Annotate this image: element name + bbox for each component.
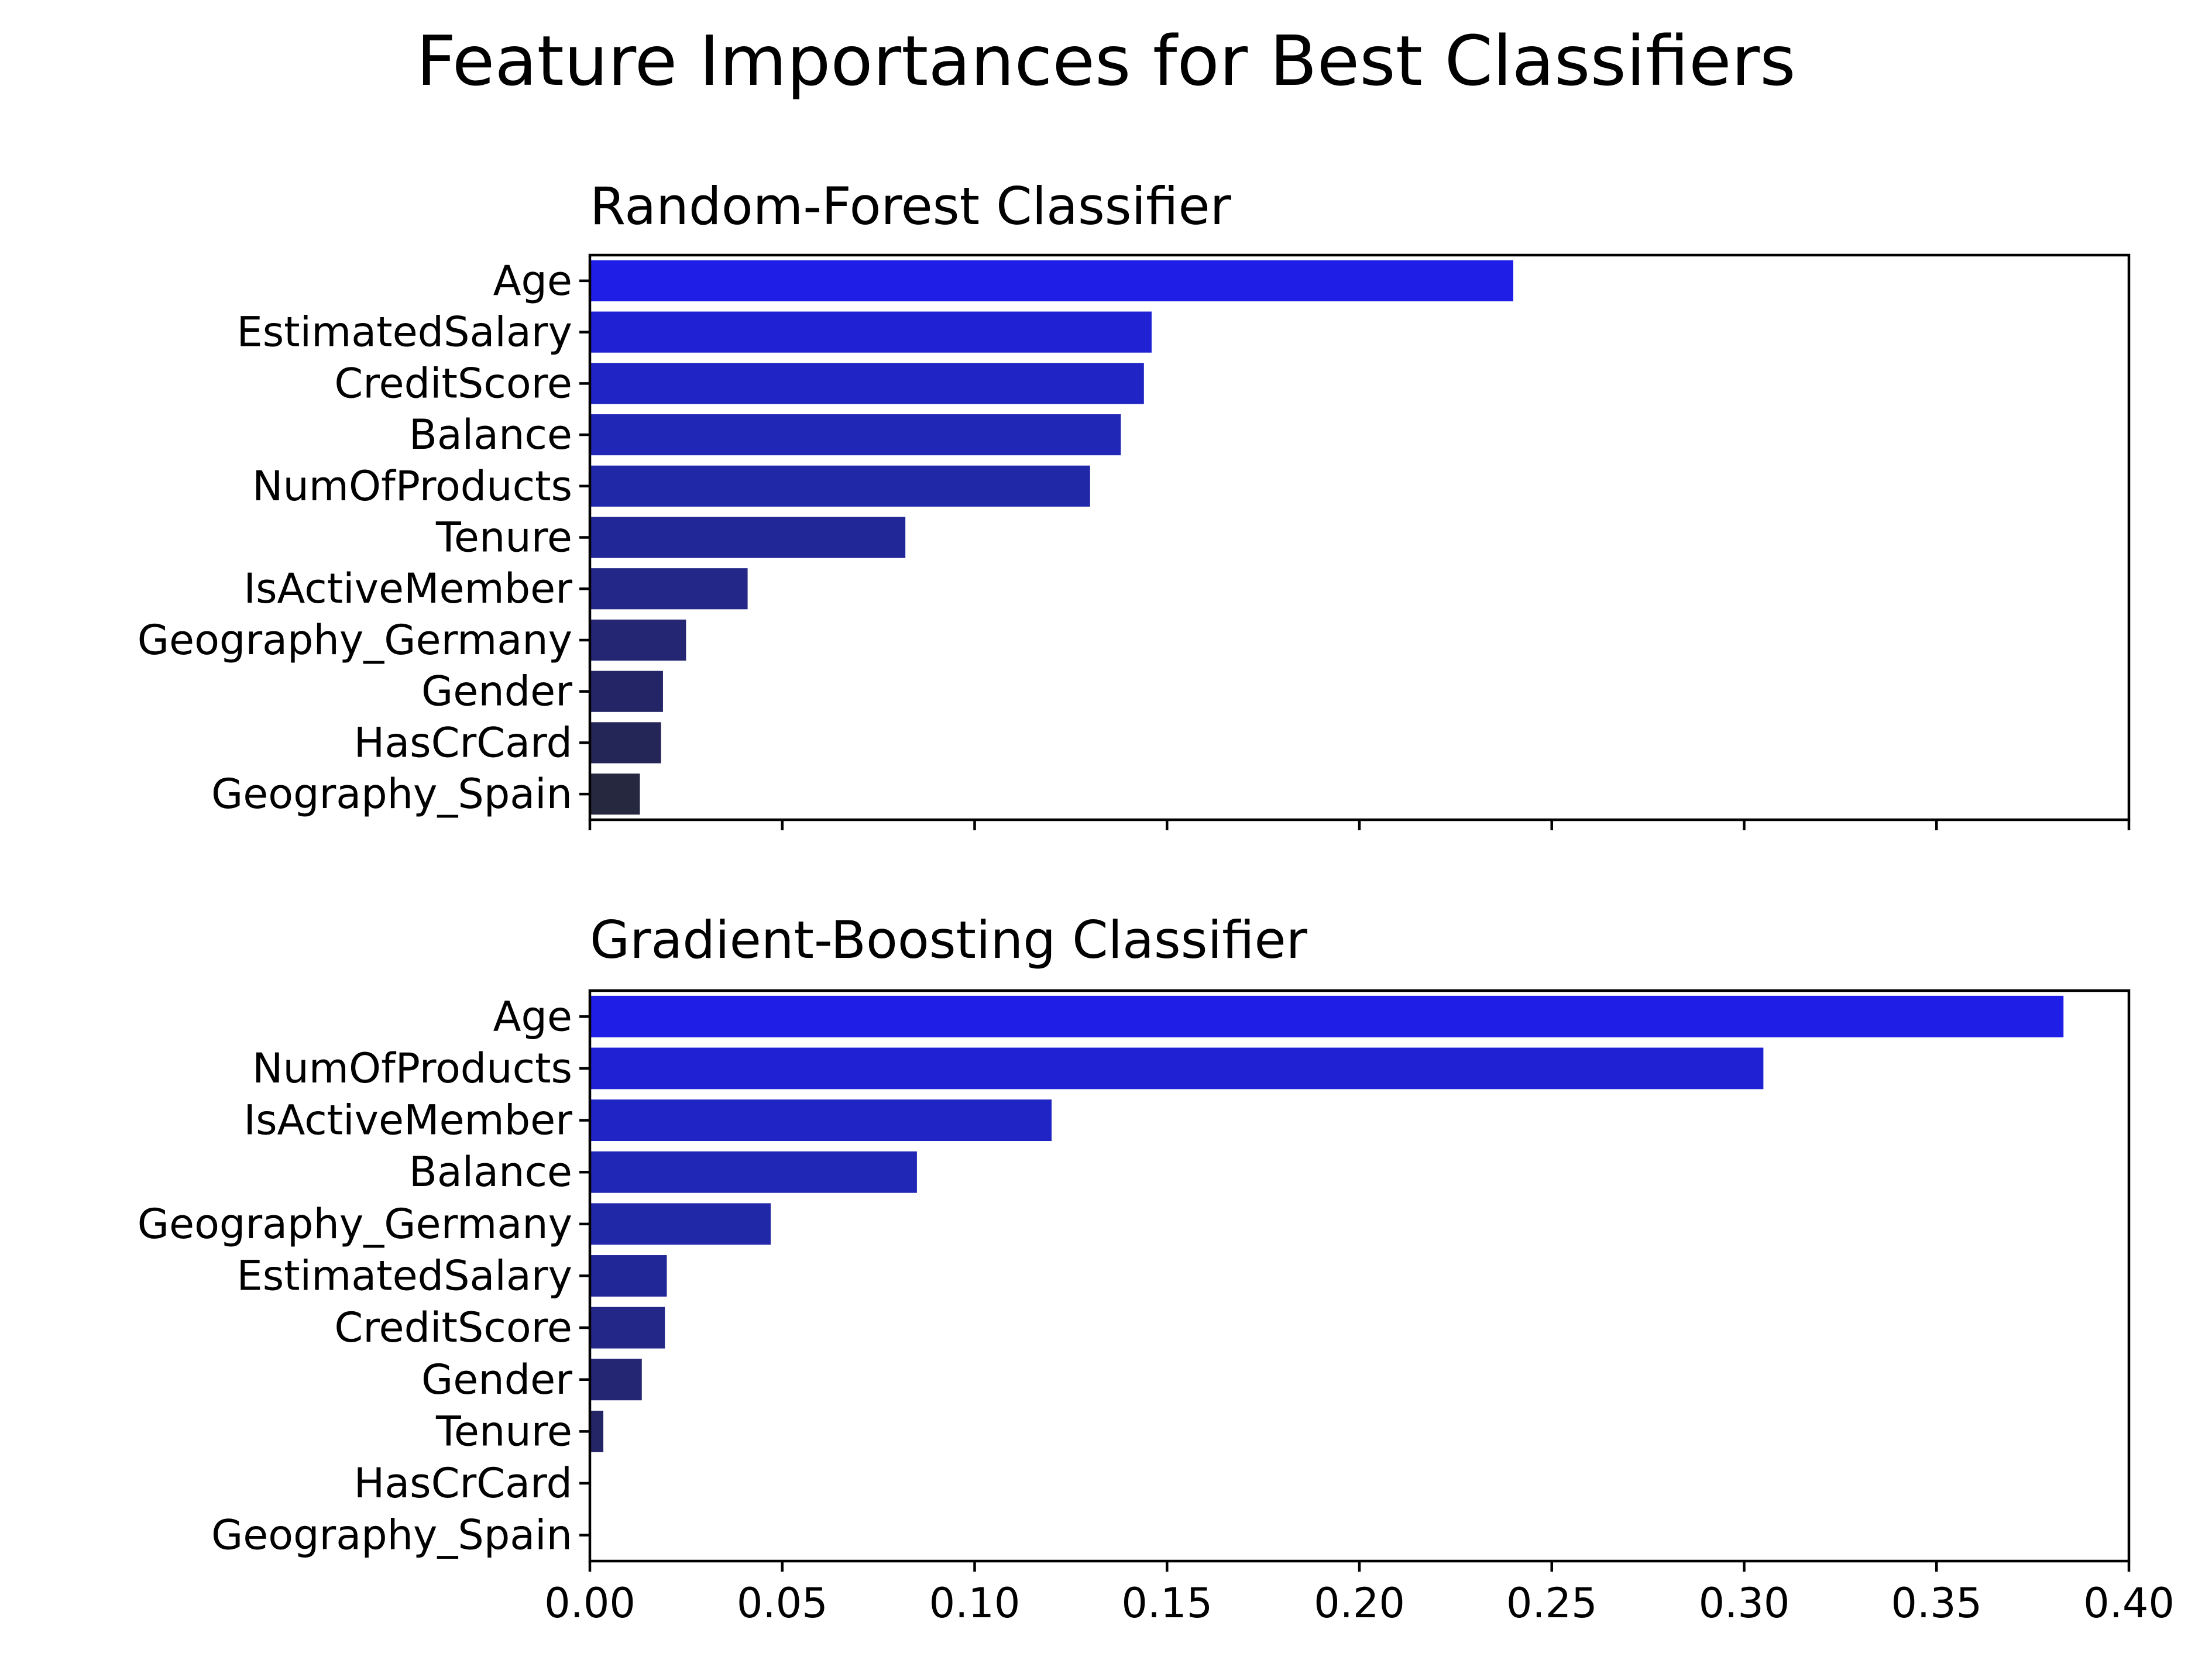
- y-tick-label: Geography_Spain: [211, 770, 572, 818]
- random-forest-panel: Random-Forest Classifier AgeEstimatedSala…: [138, 176, 2131, 830]
- bar-geography-spain: [590, 774, 640, 815]
- panel-title: Random-Forest Classifier: [590, 176, 1232, 236]
- axes-frame: [588, 253, 2131, 822]
- x-tick-label: 0.35: [1891, 1579, 1982, 1627]
- bar-estimatedsalary: [590, 311, 1152, 353]
- bar-creditscore: [590, 363, 1144, 404]
- bar-numofproducts: [590, 1047, 1764, 1089]
- y-tick-label: Balance: [409, 411, 572, 459]
- bar-balance: [590, 414, 1121, 456]
- y-tick-label: NumOfProducts: [252, 462, 572, 510]
- x-tick-label: 0.00: [544, 1579, 636, 1627]
- bar-hascrcard: [590, 722, 661, 764]
- bar-geography-germany: [590, 1203, 771, 1245]
- y-tick-label: Geography_Germany: [138, 616, 572, 664]
- y-tick-label: NumOfProducts: [252, 1044, 572, 1092]
- y-tick-label: IsActiveMember: [243, 1097, 572, 1144]
- gradient-boosting-panel: Gradient-Boosting Classifier AgeNumOfProd…: [138, 910, 2175, 1627]
- bar-age: [590, 995, 2064, 1037]
- axes-frame: [588, 989, 2131, 1563]
- y-tick-label: HasCrCard: [354, 719, 572, 767]
- bar-estimatedsalary: [590, 1255, 667, 1297]
- y-tick-label: Balance: [409, 1148, 572, 1196]
- y-tick-label: Geography_Spain: [211, 1511, 572, 1559]
- y-tick-label: CreditScore: [334, 359, 572, 407]
- y-tick-label: Gender: [421, 668, 572, 716]
- bar-tenure: [590, 517, 906, 558]
- bar-gender: [590, 671, 663, 712]
- y-tick-label: Age: [493, 257, 572, 305]
- bar-age: [590, 260, 1513, 301]
- figure-suptitle: Feature Importances for Best Classifiers: [416, 20, 1795, 101]
- y-tick-label: Tenure: [435, 514, 572, 562]
- bar-tenure: [590, 1410, 604, 1452]
- bar-gender: [590, 1359, 642, 1401]
- y-tick-label: HasCrCard: [354, 1459, 572, 1507]
- x-tick-label: 0.40: [2083, 1579, 2175, 1627]
- y-tick-label: Gender: [421, 1356, 572, 1404]
- y-tick-label: Age: [493, 992, 572, 1040]
- y-tick-label: EstimatedSalary: [236, 1252, 572, 1300]
- y-tick-label: CreditScore: [334, 1304, 572, 1352]
- bar-geography-germany: [590, 619, 686, 661]
- x-tick-label: 0.15: [1121, 1579, 1213, 1627]
- bar-isactivemember: [590, 568, 748, 610]
- bar-creditscore: [590, 1307, 665, 1349]
- y-tick-label: EstimatedSalary: [236, 308, 572, 356]
- bar-isactivemember: [590, 1099, 1052, 1142]
- x-tick-label: 0.05: [737, 1579, 828, 1627]
- x-tick-label: 0.20: [1314, 1579, 1405, 1627]
- x-tick-label: 0.10: [929, 1579, 1021, 1627]
- bar-balance: [590, 1151, 917, 1193]
- x-tick-label: 0.25: [1506, 1579, 1598, 1627]
- y-tick-label: Tenure: [435, 1407, 572, 1455]
- bar-numofproducts: [590, 465, 1090, 507]
- y-tick-label: IsActiveMember: [243, 565, 572, 613]
- y-tick-label: Geography_Germany: [138, 1200, 572, 1248]
- panel-title: Gradient-Boosting Classifier: [590, 910, 1308, 970]
- x-tick-label: 0.30: [1699, 1579, 1790, 1627]
